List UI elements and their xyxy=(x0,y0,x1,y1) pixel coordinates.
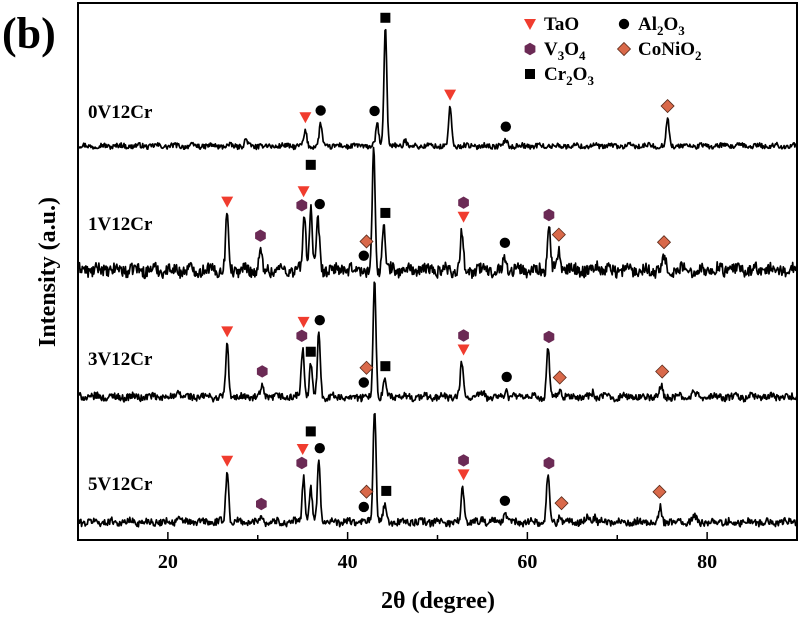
marker-diamond xyxy=(551,227,566,242)
legend-marker-circle xyxy=(618,18,630,30)
x-tick-label: 20 xyxy=(158,551,178,573)
marker-triangle-down xyxy=(221,455,234,467)
marker-square xyxy=(305,346,316,357)
legend-label: Cr2O3 xyxy=(544,64,594,88)
marker-hexagon xyxy=(255,229,266,242)
x-axis: 20 40 60 80 xyxy=(77,532,798,573)
marker-hexagon xyxy=(458,454,469,467)
marker-triangle-down xyxy=(297,186,310,198)
legend-item-al2o3: Al2O3 xyxy=(618,14,685,38)
marker-hexagon xyxy=(458,196,469,209)
legend-item-conio2: CoNiO2 xyxy=(616,39,702,63)
x-tick-label: 60 xyxy=(517,551,537,573)
marker-diamond xyxy=(655,364,670,379)
panel-label: (b) xyxy=(2,9,56,58)
marker-triangle-down xyxy=(457,344,470,356)
marker-circle xyxy=(315,105,326,116)
marker-circle xyxy=(314,198,325,210)
marker-square xyxy=(380,12,391,23)
legend-label: TaO xyxy=(544,14,579,35)
marker-square xyxy=(305,426,316,437)
marker-circle xyxy=(499,237,511,249)
marker-triangle-down xyxy=(457,469,470,481)
x-tick-label: 40 xyxy=(338,551,358,573)
marker-diamond xyxy=(552,370,567,385)
marker-hexagon xyxy=(458,329,469,342)
marker-triangle-down xyxy=(444,89,457,101)
legend-item-v3o4: V3O4 xyxy=(524,39,586,63)
legend-label: Al2O3 xyxy=(638,14,685,38)
marker-triangle-down xyxy=(221,196,234,208)
legend-item-tao: TaO xyxy=(524,14,579,35)
marker-hexagon xyxy=(296,456,308,470)
marker-hexagon xyxy=(296,329,308,342)
marker-circle xyxy=(500,121,512,132)
legend-marker-triangle-down xyxy=(524,19,536,30)
marker-hexagon xyxy=(543,456,555,470)
marker-diamond xyxy=(359,484,374,499)
marker-circle xyxy=(369,105,380,117)
marker-hexagon xyxy=(543,208,555,222)
legend-item-cr2o3: Cr2O3 xyxy=(525,64,594,88)
legend-marker-square xyxy=(525,69,535,79)
marker-square xyxy=(380,361,391,372)
legend-marker-diamond xyxy=(616,41,632,57)
marker-square xyxy=(381,485,392,496)
sample-label: 0V12Cr xyxy=(88,102,153,123)
legend-label: V3O4 xyxy=(544,39,586,63)
marker-circle xyxy=(358,501,370,513)
marker-circle xyxy=(501,371,512,383)
legend-marker-hexagon xyxy=(524,42,536,56)
marker-triangle-down xyxy=(299,112,312,124)
x-tick-label: 80 xyxy=(697,551,717,573)
marker-diamond xyxy=(660,98,675,114)
marker-circle xyxy=(314,443,325,454)
marker-diamond xyxy=(359,234,374,249)
marker-circle xyxy=(358,250,370,261)
marker-diamond xyxy=(554,496,569,511)
marker-hexagon xyxy=(256,497,267,511)
marker-diamond xyxy=(652,484,667,499)
marker-triangle-down xyxy=(297,316,310,328)
marker-hexagon xyxy=(256,365,268,378)
sample-label: 5V12Cr xyxy=(88,474,153,495)
sample-label: 3V12Cr xyxy=(88,349,153,370)
traces-layer xyxy=(77,28,798,528)
trace-0v12cr xyxy=(77,28,798,151)
marker-triangle-down xyxy=(221,326,234,338)
sample-labels-layer: 0V12Cr 1V12Cr 3V12Cr 5V12Cr xyxy=(88,102,153,495)
y-axis-title: Intensity (a.u.) xyxy=(35,197,61,347)
marker-diamond xyxy=(359,360,374,375)
marker-square xyxy=(305,159,316,170)
marker-triangle-down xyxy=(296,443,309,455)
marker-diamond xyxy=(656,235,672,250)
legend: TaO Al2O3 V3O4 CoNiO2 Cr2O3 xyxy=(524,14,702,88)
trace-1v12cr xyxy=(77,146,798,280)
marker-circle xyxy=(314,314,325,326)
marker-circle xyxy=(358,377,370,388)
marker-triangle-down xyxy=(457,211,470,223)
marker-circle xyxy=(499,495,511,506)
marker-hexagon xyxy=(543,330,555,344)
markers-layer xyxy=(221,12,675,513)
trace-3v12cr xyxy=(77,281,798,403)
legend-label: CoNiO2 xyxy=(638,39,702,63)
trace-5v12cr xyxy=(77,412,798,528)
marker-hexagon xyxy=(296,199,308,212)
x-axis-title: 2θ (degree) xyxy=(381,588,495,614)
marker-square xyxy=(380,207,391,218)
sample-label: 1V12Cr xyxy=(88,214,153,235)
